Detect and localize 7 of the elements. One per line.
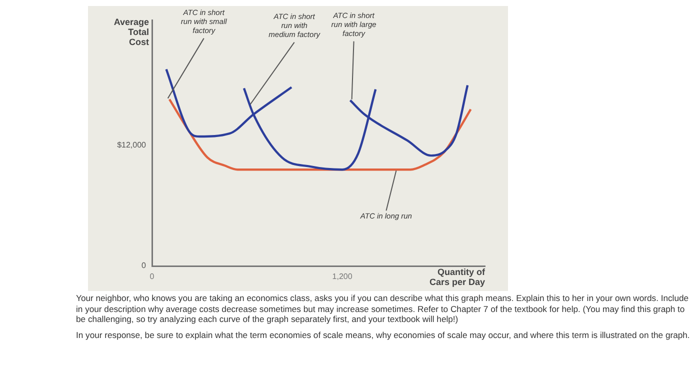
line-series: [168, 98, 472, 171]
x-tick-label: 1,200: [332, 272, 353, 282]
y-axis-title: Average Total Cost: [114, 16, 149, 47]
text: In your response, be sure to explain what the term economies of scale means, why economies of scale may occur, and where this term is illustrated on the graph.: [76, 330, 691, 340]
x-axis-title: Quantity of Cars per Day: [429, 266, 486, 287]
y-tick-label: $12,000: [117, 140, 147, 150]
text: Your neighbor, who knows you are taking an economics class, asks you if you can describe what this graph means. Explain this to her in your own words. Include in your description why average costs decrease sometimes but may increase sometimes. Refer to Chapter 7 of the textbook for help. (You may find this graph to be challenging, so try analyzing each curve of the graph separately first, and your textbook will help!): [76, 293, 690, 324]
